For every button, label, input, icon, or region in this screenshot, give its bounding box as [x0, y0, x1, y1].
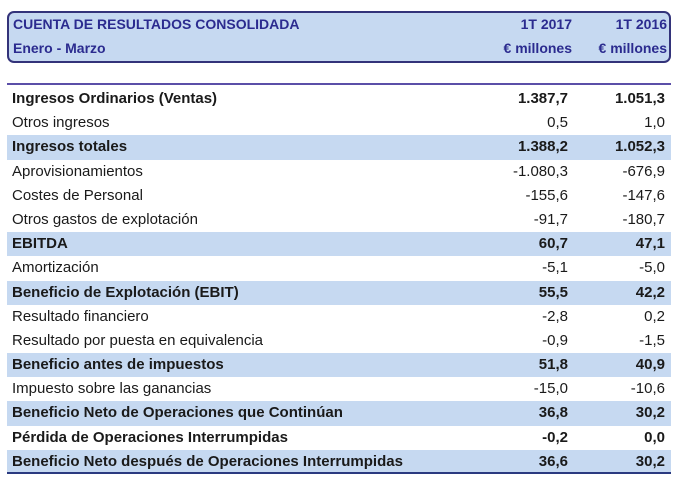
column-unit-2017: € millones: [503, 40, 572, 56]
table-row: Otros ingresos 0,5 1,0: [7, 111, 671, 135]
table-row: Amortización -5,1 -5,0: [7, 256, 671, 280]
table-subtitle: Enero - Marzo: [13, 40, 106, 56]
table-body: Ingresos Ordinarios (Ventas) 1.387,7 1.051…: [7, 87, 671, 474]
value-2017: 36,8: [538, 404, 568, 422]
row-label: Pérdida de Operaciones Interrumpidas: [12, 428, 288, 446]
row-label: Resultado financiero: [12, 307, 149, 325]
value-2016: 47,1: [635, 235, 665, 253]
value-2016: 0,0: [644, 428, 665, 446]
value-2017: 1.388,2: [517, 138, 568, 156]
table-row: Beneficio Neto de Operaciones que Contin…: [7, 401, 671, 426]
row-label: Beneficio de Explotación (EBIT): [12, 283, 239, 301]
row-label: Ingresos totales: [12, 138, 128, 156]
table-row: Resultado por puesta en equivalencia -0,9…: [7, 329, 671, 353]
column-unit-2016: € millones: [598, 40, 667, 56]
value-2017: -15,0: [533, 380, 568, 398]
row-label: Resultado por puesta en equivalencia: [12, 331, 264, 349]
divider-bottom: [7, 472, 671, 474]
table-row: Ingresos Ordinarios (Ventas) 1.387,7 1.051…: [7, 87, 671, 111]
value-2016: 30,2: [635, 404, 665, 422]
value-2017: -1.080,3: [512, 162, 568, 180]
value-2016: 1.052,3: [614, 138, 665, 156]
value-2016: 0,2: [644, 307, 665, 325]
value-2017: -155,6: [525, 186, 568, 204]
row-label: Beneficio Neto después de Operaciones In…: [12, 452, 403, 470]
row-label: Otros ingresos: [12, 114, 110, 132]
table-header: CUENTA DE RESULTADOS CONSOLIDADA Enero -…: [7, 11, 671, 63]
table-row: Costes de Personal -155,6 -147,6: [7, 184, 671, 208]
table-row: Otros gastos de explotación -91,7 -180,7: [7, 208, 671, 232]
value-2016: 40,9: [635, 356, 665, 374]
table-row: Aprovisionamientos -1.080,3 -676,9: [7, 160, 671, 184]
value-2017: -5,1: [542, 259, 568, 277]
row-label: Aprovisionamientos: [12, 162, 143, 180]
value-2017: -0,9: [542, 331, 568, 349]
row-label: Ingresos Ordinarios (Ventas): [12, 90, 218, 107]
divider-top: [7, 83, 671, 85]
value-2017: 36,6: [538, 452, 568, 470]
row-label: Costes de Personal: [12, 186, 143, 204]
table-row: Beneficio Neto después de Operaciones In…: [7, 449, 671, 474]
table-row: EBITDA 60,7 47,1: [7, 232, 671, 257]
row-label: Amortización: [12, 259, 99, 277]
value-2017: 51,8: [538, 356, 568, 374]
value-2017: -2,8: [542, 307, 568, 325]
value-2017: 0,5: [547, 114, 568, 132]
table-title: CUENTA DE RESULTADOS CONSOLIDADA: [13, 16, 300, 32]
row-label: Beneficio Neto de Operaciones que Contin…: [12, 404, 343, 422]
table-row: Beneficio de Explotación (EBIT) 55,5 42,2: [7, 280, 671, 305]
value-2016: -180,7: [622, 210, 665, 228]
value-2017: 60,7: [538, 235, 568, 253]
value-2016: 1.051,3: [614, 90, 665, 107]
column-header-2016: 1T 2016: [615, 16, 667, 32]
table-row: Impuesto sobre las ganancias -15,0 -10,6: [7, 377, 671, 401]
value-2016: -10,6: [630, 380, 665, 398]
value-2016: 42,2: [635, 283, 665, 301]
table-row: Ingresos totales 1.388,2 1.052,3: [7, 135, 671, 160]
value-2017: 55,5: [538, 283, 568, 301]
value-2016: -5,0: [639, 259, 665, 277]
row-label: Impuesto sobre las ganancias: [12, 380, 212, 398]
value-2016: -676,9: [622, 162, 665, 180]
value-2016: -1,5: [639, 331, 665, 349]
value-2016: -147,6: [622, 186, 665, 204]
row-label: EBITDA: [12, 235, 68, 253]
value-2017: -0,2: [542, 428, 568, 446]
value-2016: 30,2: [635, 452, 665, 470]
table-row: Beneficio antes de impuestos 51,8 40,9: [7, 353, 671, 378]
value-2017: 1.387,7: [517, 90, 568, 107]
row-label: Beneficio antes de impuestos: [12, 356, 224, 374]
value-2017: -91,7: [533, 210, 568, 228]
table-row: Pérdida de Operaciones Interrumpidas -0,2…: [7, 426, 671, 450]
column-header-2017: 1T 2017: [520, 16, 572, 32]
table-row: Resultado financiero -2,8 0,2: [7, 305, 671, 329]
row-label: Otros gastos de explotación: [12, 210, 198, 228]
value-2016: 1,0: [644, 114, 665, 132]
